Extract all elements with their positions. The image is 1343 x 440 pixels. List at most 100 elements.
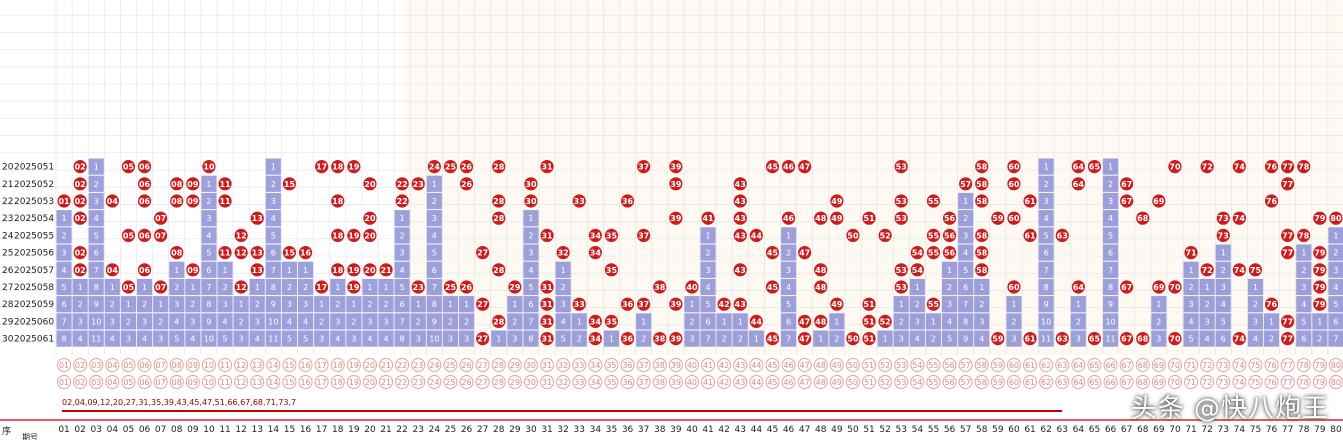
cold-streak-cell xyxy=(1296,244,1312,261)
footer-number: 05 xyxy=(123,361,133,370)
hit-ball xyxy=(942,246,957,260)
hit-number: 10 xyxy=(203,163,215,172)
footer-ring xyxy=(185,375,200,389)
footer-number: 71 xyxy=(1186,361,1196,370)
hit-ball xyxy=(476,297,490,311)
cold-streak-cell xyxy=(1070,330,1086,347)
hit-number: 53 xyxy=(896,197,907,206)
hit-ball xyxy=(234,228,248,242)
hit-ball xyxy=(991,332,1005,346)
miss-count: 6 xyxy=(1044,249,1049,258)
hit-ball xyxy=(492,194,506,208)
miss-count: 2 xyxy=(722,335,727,344)
hit-ball xyxy=(411,177,425,191)
hit-number: 56 xyxy=(944,249,956,258)
hit-number: 46 xyxy=(783,163,795,172)
miss-count: 2 xyxy=(1189,283,1194,292)
hit-ball xyxy=(218,246,232,260)
hit-ball xyxy=(298,246,313,260)
miss-count: 6 xyxy=(206,266,211,275)
footer-ring xyxy=(878,358,893,372)
footer-ring xyxy=(974,375,989,389)
cold-streak-cell xyxy=(201,261,217,278)
hit-number: 63 xyxy=(1057,231,1068,240)
footer-ring xyxy=(797,358,812,372)
hit-number: 55 xyxy=(928,300,940,309)
footer-number: 19 xyxy=(349,361,359,370)
cold-streak-cell xyxy=(1215,313,1231,330)
hit-ball xyxy=(1281,314,1295,328)
footer-ring xyxy=(1232,375,1247,389)
footer-number: 08 xyxy=(172,361,182,370)
miss-count: 9 xyxy=(271,300,276,309)
cold-streak-cell xyxy=(893,330,909,347)
hit-number: 30 xyxy=(525,180,537,189)
hit-number: 43 xyxy=(735,214,746,223)
footer-number: 28 xyxy=(494,378,504,387)
hit-ball xyxy=(73,263,87,277)
row-issue-label: 2025053 xyxy=(14,197,54,207)
miss-count: 3 xyxy=(271,197,276,206)
miss-count: 7 xyxy=(432,283,437,292)
miss-count: 9 xyxy=(432,317,437,326)
column-header: 28 xyxy=(493,425,505,435)
hit-ball xyxy=(1055,228,1069,242)
hit-ball xyxy=(733,263,747,277)
column-header: 60 xyxy=(1008,425,1020,435)
hit-number: 74 xyxy=(1234,214,1246,223)
hit-number: 28 xyxy=(493,214,505,223)
hit-number: 51 xyxy=(863,317,875,326)
footer-ring xyxy=(1119,358,1134,372)
hit-ball xyxy=(685,280,699,294)
miss-count: 6 xyxy=(786,317,791,326)
footer-ring xyxy=(137,375,152,389)
hit-number: 04 xyxy=(107,266,119,275)
hit-ball xyxy=(1007,211,1021,225)
hit-number: 05 xyxy=(123,283,135,292)
cold-streak-cell xyxy=(829,330,845,347)
hit-ball xyxy=(604,228,619,242)
miss-count: 1 xyxy=(1076,300,1081,309)
footer-number: 57 xyxy=(961,361,971,370)
cold-streak-cell xyxy=(1038,296,1054,313)
miss-count: 5 xyxy=(528,283,533,292)
hit-ball xyxy=(1313,211,1327,225)
footer-number: 29 xyxy=(510,361,520,370)
footer-ring xyxy=(266,358,281,372)
cold-streak-cell xyxy=(1215,330,1231,347)
footer-number: 50 xyxy=(848,361,858,370)
row-issue-label: 2025054 xyxy=(14,214,54,224)
footer-ring xyxy=(234,375,249,389)
column-header: 10 xyxy=(203,425,215,435)
cold-streak-cell xyxy=(378,296,394,313)
hit-ball xyxy=(588,246,602,260)
miss-count: 1 xyxy=(319,300,324,309)
prediction-line: 02,04,09,12,20,27,31,35,39,43,45,47,51,6… xyxy=(62,396,1062,412)
column-header: 64 xyxy=(1073,425,1085,435)
footer-number: 73 xyxy=(1218,361,1228,370)
cold-streak-cell xyxy=(153,313,169,330)
miss-count: 2 xyxy=(1333,249,1338,258)
miss-count: 2 xyxy=(367,300,372,309)
footer-number: 21 xyxy=(381,378,391,387)
hit-ball xyxy=(540,280,554,294)
column-header: 49 xyxy=(831,425,843,435)
footer-ring xyxy=(765,375,780,389)
hit-ball xyxy=(733,177,747,191)
cold-streak-cell xyxy=(555,313,571,330)
hit-ball xyxy=(1216,228,1230,242)
hit-ball xyxy=(1313,297,1327,311)
hit-number: 28 xyxy=(493,163,505,172)
hit-number: 20 xyxy=(364,214,376,223)
cold-streak-cell xyxy=(909,278,925,296)
miss-count: 1 xyxy=(271,163,276,172)
cold-streak-cell xyxy=(1215,278,1231,296)
hit-number: 64 xyxy=(1073,180,1085,189)
cold-streak-cell xyxy=(1103,227,1119,244)
hit-number: 22 xyxy=(397,180,408,189)
miss-count: 2 xyxy=(786,249,791,258)
hit-number: 34 xyxy=(590,231,602,240)
hit-number: 27 xyxy=(477,249,488,258)
hit-number: 43 xyxy=(735,266,746,275)
footer-ring xyxy=(845,375,860,389)
